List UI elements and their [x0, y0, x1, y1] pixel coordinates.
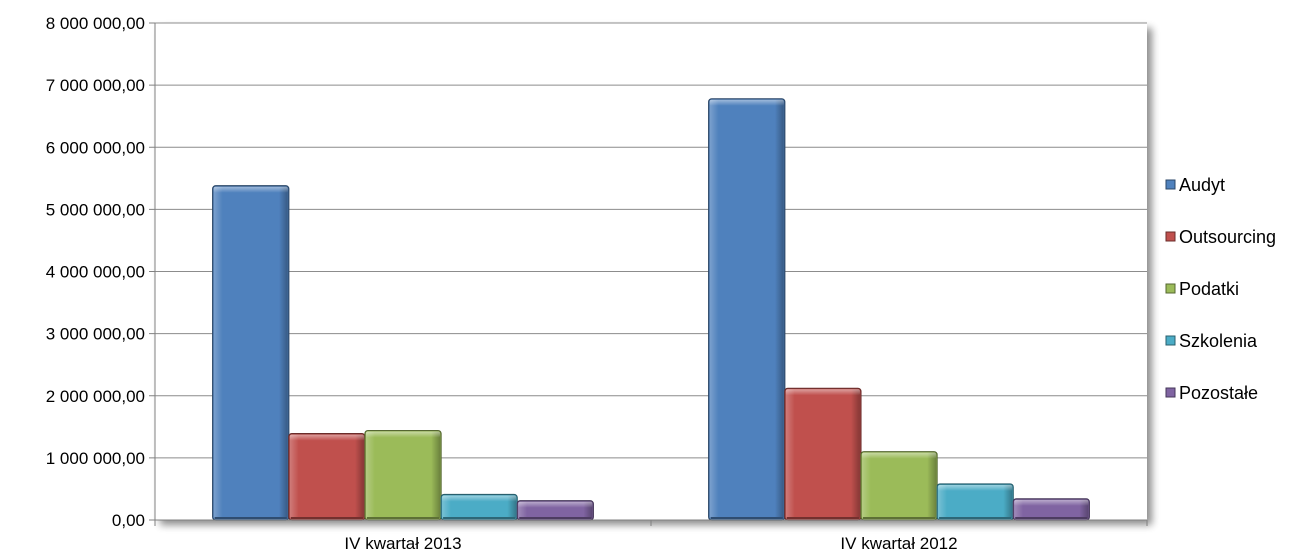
y-tick-label: 3 000 000,00 — [46, 325, 145, 344]
legend-swatch — [1165, 231, 1176, 242]
legend-label: Podatki — [1179, 279, 1239, 299]
legend-item-outsourcing: Outsourcing — [1165, 227, 1276, 247]
legend-swatch — [1165, 283, 1176, 294]
bar-podatki-1 — [364, 429, 442, 521]
legend-swatch — [1165, 179, 1176, 190]
y-tick-label: 6 000 000,00 — [46, 138, 145, 157]
bar-pozostałe-1 — [516, 500, 594, 521]
y-axis: 0,00 1 000 000,00 2 000 000,00 3 000 000,00… — [46, 14, 156, 530]
y-tick-label: 4 000 000,00 — [46, 263, 145, 282]
bar-outsourcing-1 — [288, 433, 366, 521]
x-tick-label: IV kwartał 2013 — [344, 534, 461, 553]
legend-item-pozostałe: Pozostałe — [1165, 383, 1258, 403]
bar-podatki-2 — [860, 451, 938, 521]
legend-label: Audyt — [1179, 175, 1225, 195]
legend-item-podatki: Podatki — [1165, 279, 1239, 299]
x-axis: IV kwartał 2013 IV kwartał 2012 — [154, 519, 1148, 553]
y-tick-label: 2 000 000,00 — [46, 387, 145, 406]
bar-szkolenia-2 — [936, 483, 1014, 521]
legend-item-szkolenia: Szkolenia — [1165, 331, 1258, 351]
y-tick-label: 8 000 000,00 — [46, 14, 145, 33]
legend-swatch — [1165, 387, 1176, 398]
bar-audyt-1 — [212, 185, 290, 521]
x-tick-label: IV kwartał 2012 — [840, 534, 957, 553]
legend-swatch — [1165, 335, 1176, 346]
bars — [212, 98, 1090, 521]
bar-audyt-2 — [708, 98, 786, 521]
bar-pozostałe-2 — [1012, 498, 1090, 521]
bar-szkolenia-1 — [440, 493, 518, 521]
y-tick-label: 5 000 000,00 — [46, 200, 145, 219]
y-tick-label: 1 000 000,00 — [46, 449, 145, 468]
y-tick-label: 0,00 — [112, 511, 145, 530]
legend-label: Pozostałe — [1179, 383, 1258, 403]
legend-label: Outsourcing — [1179, 227, 1276, 247]
y-tick-label: 7 000 000,00 — [46, 76, 145, 95]
legend-item-audyt: Audyt — [1165, 175, 1225, 195]
bar-outsourcing-2 — [784, 387, 862, 521]
legend: Audyt Outsourcing Podatki Szkolenia Pozostał… — [1165, 175, 1276, 403]
legend-label: Szkolenia — [1179, 331, 1258, 351]
